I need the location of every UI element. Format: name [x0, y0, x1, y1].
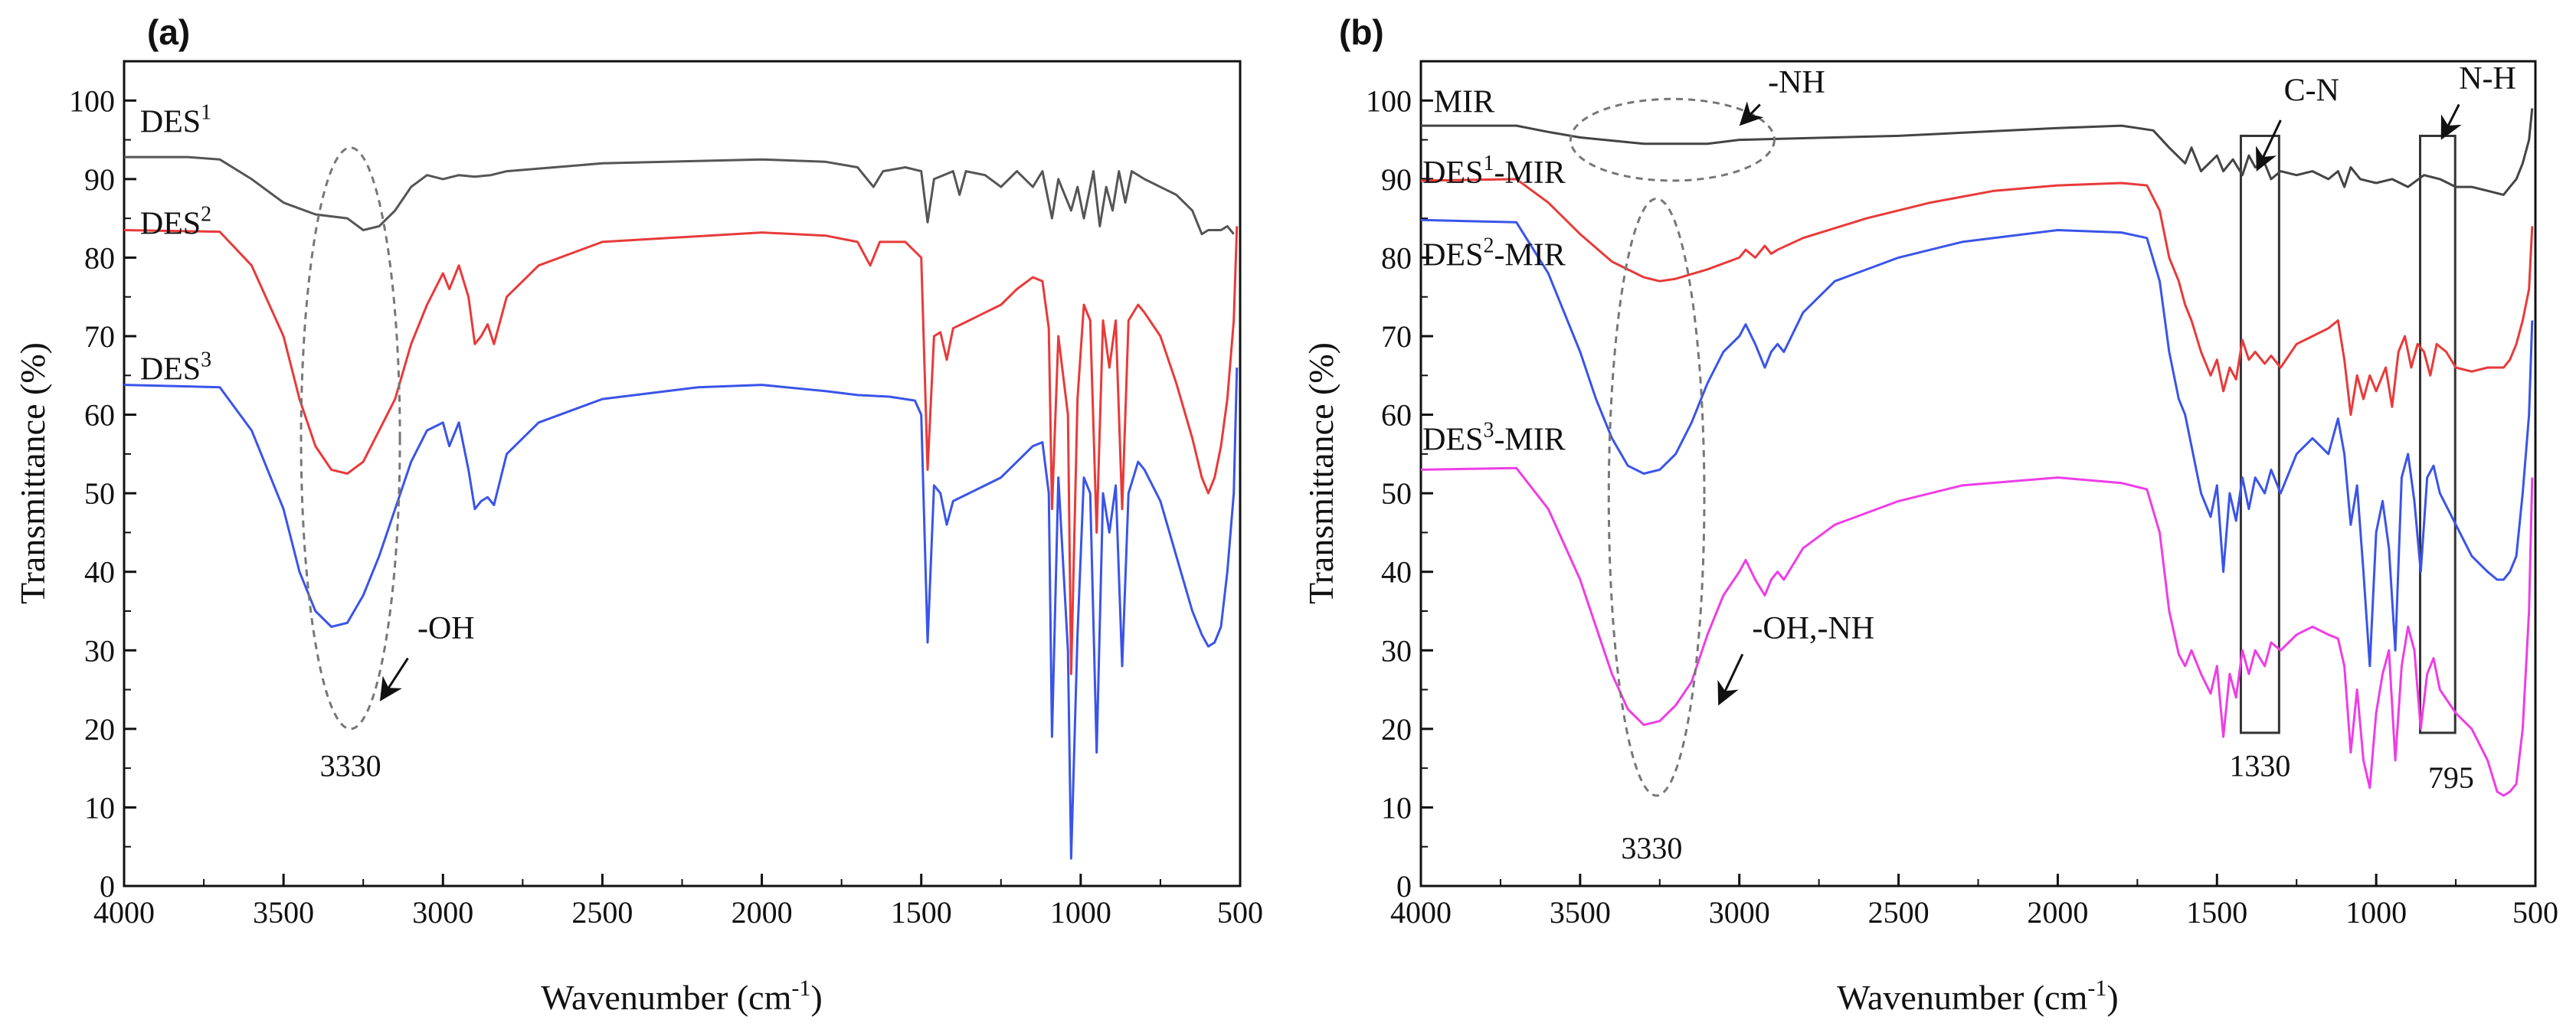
- panel-b-y-tick-label: 0: [1396, 869, 1412, 904]
- panel-b-nh2-arrow: [2440, 103, 2462, 140]
- panel-b-nh-box: [2419, 134, 2457, 734]
- panel-a-y-axis-label: Transmittance (%): [13, 342, 52, 604]
- panel-b-y-tick-label: 60: [1381, 398, 1412, 433]
- panel-b-nh-arrow: [1739, 101, 1764, 126]
- panel-b-y-axis-label: Transmittance (%): [1301, 342, 1340, 604]
- panel-a-x-axis-label-sup: -1: [791, 976, 810, 1001]
- panel-b-y-tick-label: 30: [1381, 633, 1412, 668]
- panel-a-series-labels: DES1 DES2 DES3: [140, 100, 211, 387]
- panel-a-x-axis-label-main: Wavenumber (cm: [541, 978, 791, 1017]
- panel-b-series-label-2: DES1-MIR: [1422, 152, 1566, 191]
- panel-b-y-tick-label: 40: [1381, 555, 1412, 590]
- panel-a-series-line-3: [123, 367, 1239, 860]
- panel-b-nh-label: -NH: [1768, 65, 1825, 100]
- panel-a-y-ticks: 0 10 20 30 40 50 60 70 80 90 100: [69, 83, 136, 904]
- panel-b-x-axis-label-main: Wavenumber (cm: [1837, 978, 2087, 1017]
- panel-b-x-tick-label: 2000: [2027, 895, 2088, 930]
- panel-b-y-tick-label: 90: [1381, 162, 1412, 197]
- panel-a-series: [123, 155, 1239, 860]
- panel-b-oh-nh-arrow: [1717, 653, 1744, 706]
- panel-a-x-tick-label: 3500: [253, 895, 314, 930]
- panel-a-y-tick-label: 70: [84, 319, 115, 354]
- panel-b-y-ticks: 0 10 20 30 40 50 60 70 80 90 100: [1366, 83, 1433, 904]
- panel-a-oh-label: -OH: [417, 611, 475, 646]
- panel-b-peak-label: 3330: [1621, 831, 1682, 865]
- panel-b-x-tick-label: 3500: [1550, 895, 1611, 930]
- panel-a-y-tick-label: 40: [84, 555, 115, 590]
- panel-b-y-tick-label: 80: [1381, 240, 1412, 275]
- panel-b-series: [1420, 108, 2534, 797]
- panel-b-x-axis-label-end: ): [2106, 978, 2118, 1017]
- panel-a-annotations: -OH 3330: [299, 146, 475, 783]
- panel-b-x-tick-label: 2500: [1868, 895, 1930, 930]
- panel-a-x-tick-label: 500: [1217, 895, 1263, 930]
- panel-b-series-labels: MIR DES1-MIR DES2-MIR DES3-MIR: [1422, 85, 1566, 458]
- panel-b-series-line-1: [1421, 108, 2534, 196]
- panel-b-nh2-label: N-H: [2459, 61, 2516, 96]
- panel-b-x-ticks: 4000 3500 3000 2500 2000 1500 1000 500: [1390, 874, 2558, 930]
- panel-a-y-tick-label: 90: [84, 162, 115, 197]
- panel-a-x-axis-label-end: ): [810, 978, 822, 1017]
- panel-a-y-tick-label: 60: [84, 398, 115, 433]
- panel-b-label: (b): [1339, 12, 1384, 52]
- panel-b-y-tick-label: 70: [1381, 319, 1412, 354]
- panel-a-oh-ellipse: [299, 146, 401, 731]
- panel-b-series-label-4: DES3-MIR: [1422, 419, 1566, 458]
- panel-a-plot-frame: [123, 60, 1242, 888]
- panel-a-x-axis-label: Wavenumber (cm-1): [541, 976, 822, 1017]
- panel-b-nh-ellipse: [1569, 97, 1776, 182]
- panel-b-annotations: -NH -OH,-NH 3330 C-N N-H 1330 795: [1569, 61, 2516, 865]
- panel-a-y-tick-label: 10: [84, 790, 115, 825]
- panel-b-series-line-3: [1420, 218, 2534, 668]
- panel-b-x-tick-label: 1000: [2345, 895, 2407, 930]
- panel-b-plot-frame: [1419, 60, 2537, 888]
- panel-b-y-tick-label: 100: [1366, 83, 1412, 118]
- panel-b-y-tick-label: 10: [1381, 790, 1412, 825]
- panel-b-annotation-boxes: [2239, 134, 2457, 734]
- panel-a-peak-label: 3330: [320, 748, 381, 783]
- panel-b-oh-nh-label: -OH,-NH: [1752, 611, 1874, 646]
- panel-b-x-tick-label: 1500: [2186, 895, 2247, 930]
- panel-b-x-tick-label: 4000: [1390, 895, 1452, 930]
- panel-b-series-label-1: MIR: [1434, 85, 1494, 120]
- panel-a-x-tick-label: 2000: [732, 895, 793, 930]
- panel-a-x-tick-label: 4000: [93, 895, 155, 930]
- panel-a-series-line-2: [123, 226, 1239, 675]
- panel-a-series-line-1: [124, 155, 1235, 236]
- panel-a-y-tick-label: 0: [100, 869, 115, 904]
- panel-b-x-axis-label-sup: -1: [2087, 976, 2106, 1001]
- panel-b-1330-label: 1330: [2229, 748, 2290, 783]
- panel-b-y-tick-label: 20: [1381, 712, 1412, 747]
- panel-a-oh-arrow: [379, 657, 409, 701]
- panel-b-x-tick-label: 500: [2512, 895, 2558, 930]
- panel-a-x-tick-label: 1000: [1050, 895, 1111, 930]
- panel-a-series-label-2: DES2: [140, 203, 211, 242]
- panel-b-oh-ellipse: [1607, 198, 1706, 797]
- panel-b-cn-arrow: [2256, 119, 2282, 172]
- panel-a-y-tick-label: 30: [84, 633, 115, 668]
- panel-a-series-label-1: DES1: [140, 100, 211, 139]
- panel-a-y-tick-label: 100: [69, 83, 115, 118]
- panel-b-cn-label: C-N: [2284, 73, 2339, 108]
- panel-b-series-line-2: [1420, 178, 2534, 417]
- panel-b-series-line-4: [1420, 466, 2534, 797]
- panel-b: (b) 0 10 20 30 40 50 60 70 80 90 100 4000 3500 3000 2…: [1301, 12, 2558, 1017]
- panel-b-series-label-3: DES2-MIR: [1422, 234, 1566, 273]
- panel-a-label: (a): [147, 12, 190, 52]
- panel-a-x-tick-label: 3000: [412, 895, 473, 930]
- panel-b-795-label: 795: [2428, 760, 2474, 795]
- panel-a-series-label-3: DES3: [140, 348, 211, 387]
- panel-b-x-tick-label: 3000: [1709, 895, 1770, 930]
- panel-b-x-axis-label: Wavenumber (cm-1): [1837, 976, 2118, 1017]
- panel-a-y-tick-label: 80: [84, 240, 115, 275]
- panel-a-x-tick-label: 1500: [891, 895, 952, 930]
- panel-a-y-tick-label: 50: [84, 476, 115, 511]
- panel-b-cn-box: [2239, 134, 2280, 734]
- panel-a-y-tick-label: 20: [84, 712, 115, 747]
- panel-a-x-tick-label: 2500: [571, 895, 633, 930]
- panel-b-y-tick-label: 50: [1381, 476, 1412, 511]
- panel-a-x-ticks: 4000 3500 3000 2500 2000 1500 1000 500: [93, 874, 1263, 930]
- panel-a: (a) 0 10 20 30 40 50 60 70 80 90 100 4000 3500 3000 2…: [13, 12, 1263, 1017]
